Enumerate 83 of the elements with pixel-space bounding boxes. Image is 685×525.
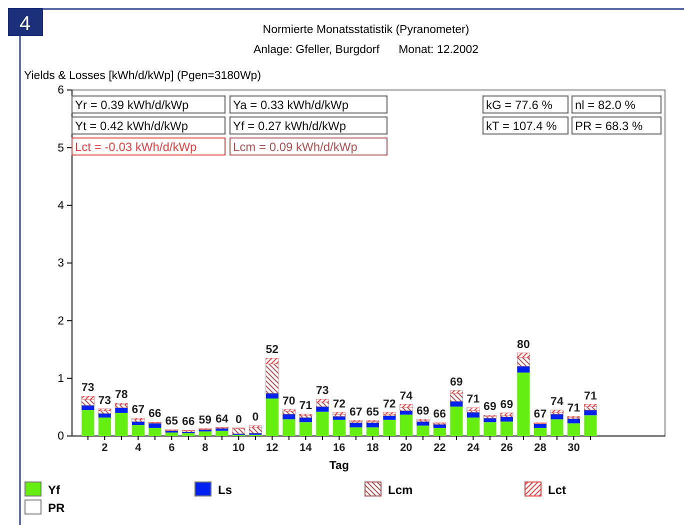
text: 59 bbox=[198, 414, 212, 427]
text: 71 bbox=[466, 394, 480, 406]
x-tick-label: 24 bbox=[467, 442, 480, 454]
x-tick-label: 26 bbox=[500, 442, 513, 454]
text: 78 bbox=[115, 389, 128, 402]
text: 80 bbox=[517, 338, 530, 351]
stat-box: Lct = -0.03 kWh/d/kWp bbox=[72, 138, 226, 156]
text: 64 bbox=[216, 413, 228, 426]
text: 73 bbox=[316, 385, 329, 398]
text: 52 bbox=[266, 344, 279, 356]
x-tick-label: 8 bbox=[202, 442, 208, 454]
y-tick-label: 3 bbox=[58, 258, 64, 270]
x-tick-label: 12 bbox=[266, 442, 278, 454]
annotation: Lct = -0.03 kWh/d/kWp bbox=[75, 140, 198, 154]
text: 72 bbox=[332, 398, 346, 410]
x-tick-label: 16 bbox=[333, 442, 346, 454]
text: 66 bbox=[433, 408, 446, 421]
text: 71 bbox=[299, 400, 312, 412]
y-axis-title: Yields & Losses [kWh/d/kWp] (Pgen=3180Wp) bbox=[24, 70, 262, 82]
stat-box: Ya = 0.33 kWh/d/kWp bbox=[230, 96, 388, 114]
stat-box: kT = 107.4 % bbox=[482, 116, 568, 134]
annotation: Yr = 0.39 kWh/d/kWp bbox=[75, 98, 190, 112]
text: 0 bbox=[235, 414, 242, 426]
text: 4 bbox=[19, 13, 31, 35]
stat-box: Yr = 0.39 kWh/d/kWp bbox=[72, 96, 226, 114]
x-axis-title: Tag bbox=[329, 460, 349, 472]
text: 67 bbox=[132, 404, 145, 416]
text: 69 bbox=[450, 376, 463, 388]
text: 72 bbox=[383, 398, 396, 410]
annotation: Yf = 0.27 kWh/d/kWp bbox=[233, 119, 346, 133]
annotation: nl = 82.0 % bbox=[575, 98, 636, 112]
x-tick-label: 6 bbox=[168, 442, 175, 454]
stat-box: kG = 77.6 % bbox=[482, 96, 568, 114]
text: 73 bbox=[98, 394, 112, 407]
stat-box: Lcm = 0.09 kWh/d/kWp bbox=[230, 138, 388, 156]
x-tick-label: 20 bbox=[400, 442, 412, 454]
text: 71 bbox=[584, 390, 597, 402]
x-tick-label: 30 bbox=[568, 442, 580, 454]
y-tick-label: 5 bbox=[58, 142, 64, 154]
text: 69 bbox=[484, 401, 496, 414]
text: 66 bbox=[148, 408, 162, 420]
x-tick-label: 18 bbox=[366, 442, 379, 454]
annotation: kG = 77.6 % bbox=[486, 98, 553, 112]
x-tick-label: 10 bbox=[232, 442, 245, 454]
annotation: PR = 68.3 % bbox=[575, 119, 644, 133]
annotation: Yt = 0.42 kWh/d/kWp bbox=[75, 119, 188, 133]
text: 69 bbox=[416, 405, 430, 418]
x-tick-label: 2 bbox=[102, 442, 108, 454]
chart-subtitle: Anlage: Gfeller, Burgdorf Monat: 12.2002 bbox=[253, 44, 479, 56]
text: 74 bbox=[400, 390, 413, 402]
y-tick-label: 4 bbox=[58, 200, 65, 212]
x-tick-label: 14 bbox=[300, 442, 313, 454]
text: 67 bbox=[534, 408, 547, 421]
chart-title: Normierte Monatsstatistik (Pyranometer) bbox=[262, 24, 470, 36]
legend-label: PR bbox=[48, 501, 66, 515]
text: 67 bbox=[350, 406, 362, 418]
stat-box: nl = 82.0 % bbox=[572, 96, 662, 114]
x-tick-label: 28 bbox=[534, 442, 546, 454]
text: 65 bbox=[165, 416, 178, 428]
legend-label: Lcm bbox=[388, 483, 413, 497]
y-tick-label: 0 bbox=[58, 430, 64, 443]
legend-label: Lct bbox=[548, 483, 566, 497]
y-tick-label: 1 bbox=[58, 373, 64, 386]
text: 66 bbox=[182, 416, 195, 428]
text: 73 bbox=[82, 382, 94, 394]
x-tick-label: 22 bbox=[434, 442, 446, 454]
annotation: Ya = 0.33 kWh/d/kWp bbox=[233, 98, 349, 112]
stat-box: PR = 68.3 % bbox=[572, 116, 662, 134]
text: 71 bbox=[567, 402, 580, 414]
stat-box: Yt = 0.42 kWh/d/kWp bbox=[72, 116, 226, 134]
x-tick-label: 4 bbox=[135, 442, 142, 454]
text: 69 bbox=[500, 398, 514, 411]
annotation: Lcm = 0.09 kWh/d/kWp bbox=[233, 140, 358, 154]
legend-label: Ls bbox=[218, 483, 232, 497]
legend-label: Yf bbox=[48, 483, 62, 497]
text: 70 bbox=[282, 395, 296, 408]
y-tick-label: 6 bbox=[58, 84, 64, 97]
stat-box: Yf = 0.27 kWh/d/kWp bbox=[230, 116, 388, 134]
annotation: kT = 107.4 % bbox=[486, 119, 558, 133]
text: 74 bbox=[550, 396, 564, 408]
text: 0 bbox=[252, 412, 259, 424]
y-tick-label: 2 bbox=[58, 315, 64, 328]
text: 65 bbox=[366, 406, 380, 418]
